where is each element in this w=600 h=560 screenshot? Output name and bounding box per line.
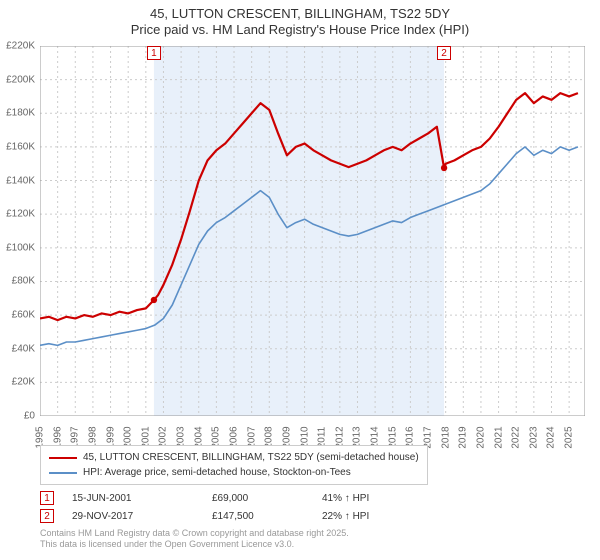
footer: Contains HM Land Registry data © Crown c… (40, 528, 349, 551)
y-tick-label: £60K (12, 310, 35, 321)
legend-swatch-property (49, 457, 77, 459)
y-tick-label: £20K (12, 377, 35, 388)
legend-label-property: 45, LUTTON CRESCENT, BILLINGHAM, TS22 5D… (83, 450, 419, 465)
y-tick-label: £140K (6, 175, 35, 186)
sale-pct: 41% ↑ HPI (322, 493, 442, 504)
sale-date: 15-JUN-2001 (72, 493, 212, 504)
y-tick-label: £220K (6, 41, 35, 52)
sale-marker-2: 2 (40, 509, 54, 523)
sale-marker-1: 1 (40, 491, 54, 505)
sale-date: 29-NOV-2017 (72, 511, 212, 522)
legend-item-hpi: HPI: Average price, semi-detached house,… (49, 465, 419, 480)
x-tick-label: 2025 (564, 426, 575, 448)
event-marker-2: 2 (437, 46, 451, 60)
legend-swatch-hpi (49, 472, 77, 474)
x-tick-label: 2024 (546, 426, 557, 448)
y-tick-label: £0 (24, 411, 35, 422)
sale-price: £69,000 (212, 493, 322, 504)
y-tick-label: £100K (6, 242, 35, 253)
legend-label-hpi: HPI: Average price, semi-detached house,… (83, 465, 351, 480)
table-row: 1 15-JUN-2001 £69,000 41% ↑ HPI (40, 489, 442, 507)
title-address: 45, LUTTON CRESCENT, BILLINGHAM, TS22 5D… (0, 6, 600, 22)
x-tick-label: 2019 (458, 426, 469, 448)
title-subtitle: Price paid vs. HM Land Registry's House … (0, 22, 600, 38)
y-tick-label: £180K (6, 108, 35, 119)
sale-pct: 22% ↑ HPI (322, 511, 442, 522)
x-tick-label: 2021 (493, 426, 504, 448)
chart-container: 45, LUTTON CRESCENT, BILLINGHAM, TS22 5D… (0, 0, 600, 560)
x-tick-label: 2020 (475, 426, 486, 448)
title-block: 45, LUTTON CRESCENT, BILLINGHAM, TS22 5D… (0, 0, 600, 39)
sales-table: 1 15-JUN-2001 £69,000 41% ↑ HPI 2 29-NOV… (40, 489, 442, 525)
y-tick-label: £200K (6, 74, 35, 85)
x-tick-label: 2022 (511, 426, 522, 448)
legend-item-property: 45, LUTTON CRESCENT, BILLINGHAM, TS22 5D… (49, 450, 419, 465)
footer-line1: Contains HM Land Registry data © Crown c… (40, 528, 349, 539)
x-tick-label: 2023 (528, 426, 539, 448)
y-tick-label: £120K (6, 209, 35, 220)
x-tick-label: 2018 (440, 426, 451, 448)
footer-line2: This data is licensed under the Open Gov… (40, 539, 349, 550)
y-tick-label: £160K (6, 141, 35, 152)
y-tick-label: £40K (12, 343, 35, 354)
legend: 45, LUTTON CRESCENT, BILLINGHAM, TS22 5D… (40, 445, 428, 485)
event-marker-1: 1 (147, 46, 161, 60)
table-row: 2 29-NOV-2017 £147,500 22% ↑ HPI (40, 507, 442, 525)
line-chart (40, 46, 585, 416)
sale-price: £147,500 (212, 511, 322, 522)
chart-area: £0£20K£40K£60K£80K£100K£120K£140K£160K£1… (40, 46, 585, 416)
y-tick-label: £80K (12, 276, 35, 287)
